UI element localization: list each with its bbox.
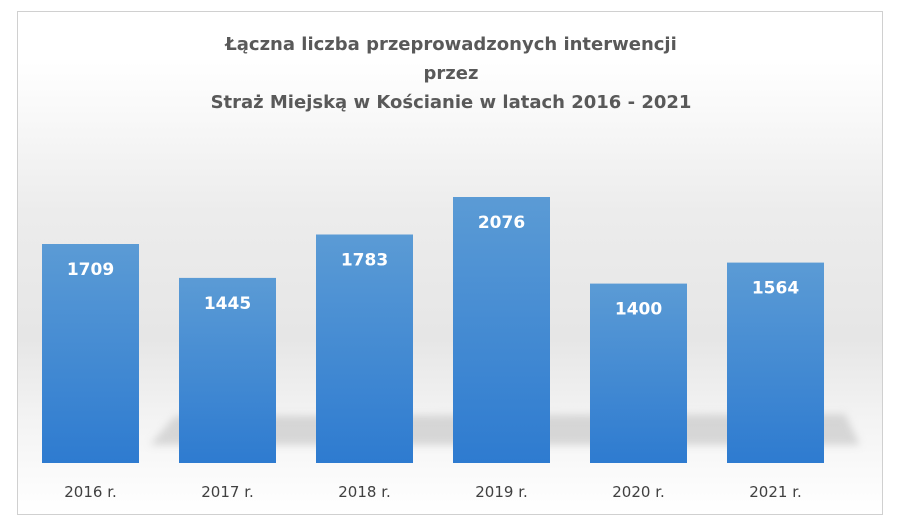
chart-title: Łączna liczba przeprowadzonych interwenc… — [18, 30, 884, 117]
data-label-1: 1445 — [204, 294, 251, 314]
data-label-2: 1783 — [341, 251, 388, 271]
data-label-0: 1709 — [67, 260, 114, 280]
chart-title-line-1: Łączna liczba przeprowadzonych interwenc… — [225, 34, 677, 55]
data-label-4: 1400 — [615, 300, 662, 320]
x-tick-label-1: 2017 r. — [201, 483, 254, 501]
bar-1 — [179, 277, 276, 463]
bar-5 — [727, 262, 824, 463]
x-tick-label-2: 2018 r. — [338, 483, 391, 501]
x-tick-label-3: 2019 r. — [475, 483, 528, 501]
bar-3 — [453, 197, 550, 463]
chart-title-line-2: przez — [423, 63, 479, 84]
bar-0 — [42, 244, 139, 463]
bar-4 — [590, 283, 687, 463]
bar-2 — [316, 234, 413, 463]
x-tick-label-4: 2020 r. — [612, 483, 665, 501]
x-tick-label-5: 2021 r. — [749, 483, 802, 501]
data-label-5: 1564 — [752, 279, 799, 299]
x-tick-label-0: 2016 r. — [64, 483, 117, 501]
chart-title-line-3: Straż Miejską w Kościanie w latach 2016 … — [210, 92, 692, 113]
data-label-3: 2076 — [478, 213, 525, 233]
